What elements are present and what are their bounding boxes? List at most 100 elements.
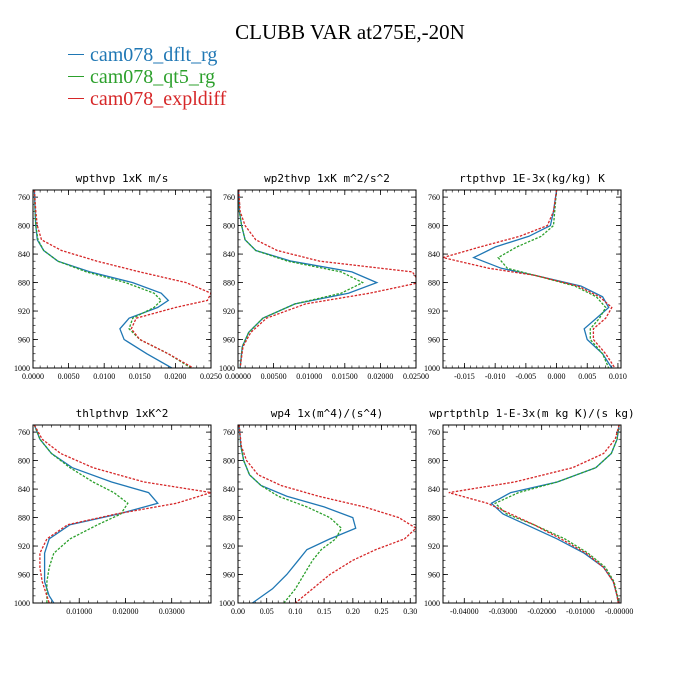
x-tick-label: 0.01500 — [332, 372, 358, 381]
y-tick-label: 800 — [223, 457, 235, 466]
y-tick-label: 840 — [18, 250, 30, 259]
y-tick-label: 880 — [18, 279, 30, 288]
panel-4: thlpthvp 1xK^2 760 800 840 880 920 960 1000 0.01… — [14, 407, 212, 616]
panel-1: wpthvp 1xK m/s76080084088092096010000.00… — [14, 172, 222, 381]
series-line-2 — [238, 190, 365, 368]
panel-5: wp4 1x(m^4)/(s^4)76080084088092096010000… — [219, 407, 417, 616]
x-tick-label: 0.02000 — [112, 607, 138, 616]
y-tick-label: 920 — [18, 542, 30, 551]
x-tick-label: 0.01000 — [296, 372, 322, 381]
y-tick-label: 920 — [223, 542, 235, 551]
y-tick-label: 840 — [428, 485, 440, 494]
y-tick-label: 920 — [428, 542, 440, 551]
legend-label: cam078_dflt_rg — [90, 44, 218, 66]
legend-item-expldiff: cam078_expldiff — [68, 88, 226, 111]
panel-title: wp2thvp 1xK m^2/s^2 — [264, 172, 390, 185]
y-tick-label: 1000 — [219, 364, 235, 373]
series-line-2 — [33, 190, 192, 368]
series-line-2 — [33, 425, 129, 603]
panel-3: rtpthvp 1E-3x(kg/kg) K 760 800 840 880 920 960… — [424, 172, 627, 381]
y-tick-label: 760 — [223, 428, 235, 437]
panel-title: thlpthvp 1xK^2 — [76, 407, 169, 420]
x-tick-label: 0.25 — [375, 607, 389, 616]
panel-title: rtpthvp 1E-3x(kg/kg) K — [459, 172, 605, 185]
y-tick-label: 920 — [18, 307, 30, 316]
y-tick-label: 960 — [18, 336, 30, 345]
x-tick-label: 0.0250 — [200, 372, 222, 381]
series-line-1 — [472, 190, 613, 368]
x-tick-label: 0.30 — [403, 607, 417, 616]
series-line-1 — [33, 425, 159, 603]
x-tick-label: -0.010 — [485, 372, 506, 381]
y-tick-label: 760 — [18, 428, 30, 437]
y-tick-label: 880 — [18, 514, 30, 523]
series-line-1 — [33, 190, 173, 368]
series-line-3 — [238, 190, 416, 368]
y-tick-label: 1000 — [14, 364, 30, 373]
x-tick-label: -0.015 — [454, 372, 475, 381]
legend-label: cam078_expldiff — [90, 88, 227, 110]
y-tick-label: 880 — [223, 279, 235, 288]
y-tick-label: 1000 — [14, 599, 30, 608]
x-tick-label: 0.000 — [548, 372, 566, 381]
series-line-3 — [238, 425, 416, 603]
y-tick-label: 840 — [223, 485, 235, 494]
y-tick-label: 1000 — [424, 599, 440, 608]
x-tick-label: -0.00000 — [605, 607, 634, 616]
y-tick-label: 760 — [18, 193, 30, 202]
y-tick-label: 800 — [428, 457, 440, 466]
y-tick-label: 960 — [428, 336, 440, 345]
series-line-3 — [33, 425, 211, 603]
legend-label: cam078_qt5_rg — [90, 66, 216, 88]
x-tick-label: 0.15 — [317, 607, 331, 616]
y-tick-label: 960 — [223, 571, 235, 580]
y-tick-label: 840 — [18, 485, 30, 494]
legend-swatch — [68, 97, 84, 99]
plot-frame — [237, 189, 417, 369]
y-tick-label: 920 — [223, 307, 235, 316]
plot-frame — [32, 189, 212, 369]
plot-frame — [442, 189, 622, 369]
x-tick-label: -0.005 — [516, 372, 537, 381]
x-tick-label: 0.20 — [346, 607, 360, 616]
x-tick-label: -0.01000 — [566, 607, 595, 616]
y-tick-label: 760 — [428, 428, 440, 437]
series-line-3 — [33, 190, 211, 368]
x-tick-label: 0.0100 — [93, 372, 115, 381]
x-tick-label: 0.00000 — [225, 372, 251, 381]
x-tick-label: 0.01000 — [66, 607, 92, 616]
plot-frame — [442, 424, 622, 604]
y-tick-label: 840 — [223, 250, 235, 259]
series-line-2 — [494, 425, 620, 603]
x-tick-label: 0.00500 — [261, 372, 287, 381]
y-tick-label: 800 — [18, 222, 30, 231]
x-tick-label: 0.0000 — [22, 372, 44, 381]
x-tick-label: -0.04000 — [450, 607, 479, 616]
x-tick-label: 0.03000 — [159, 607, 185, 616]
series-line-2 — [238, 425, 343, 603]
y-tick-label: 760 — [223, 193, 235, 202]
x-tick-label: 0.010 — [609, 372, 627, 381]
plot-frame — [32, 424, 212, 604]
panel-title: wprtpthlp 1-E-3x(m kg K)/(s kg) — [429, 407, 634, 420]
series-line-1 — [238, 425, 357, 603]
y-tick-label: 800 — [428, 222, 440, 231]
legend-item-dflt-rg: cam078_dflt_rg — [68, 44, 217, 67]
x-tick-label: 0.10 — [288, 607, 302, 616]
y-tick-label: 880 — [428, 279, 440, 288]
legend-item-qt5-rg: cam078_qt5_rg — [68, 66, 215, 89]
panel-title: wpthvp 1xK m/s — [76, 172, 169, 185]
x-tick-label: 0.02500 — [403, 372, 429, 381]
series-line-3 — [443, 190, 616, 368]
series-line-2 — [497, 190, 610, 368]
legend-swatch — [68, 75, 84, 77]
x-tick-label: 0.0200 — [164, 372, 186, 381]
y-tick-label: 1000 — [424, 364, 440, 373]
series-line-1 — [490, 425, 620, 603]
x-tick-label: 0.005 — [578, 372, 596, 381]
x-tick-label: 0.00 — [231, 607, 245, 616]
x-tick-label: -0.03000 — [489, 607, 518, 616]
x-tick-label: 0.0050 — [58, 372, 80, 381]
y-tick-label: 800 — [18, 457, 30, 466]
